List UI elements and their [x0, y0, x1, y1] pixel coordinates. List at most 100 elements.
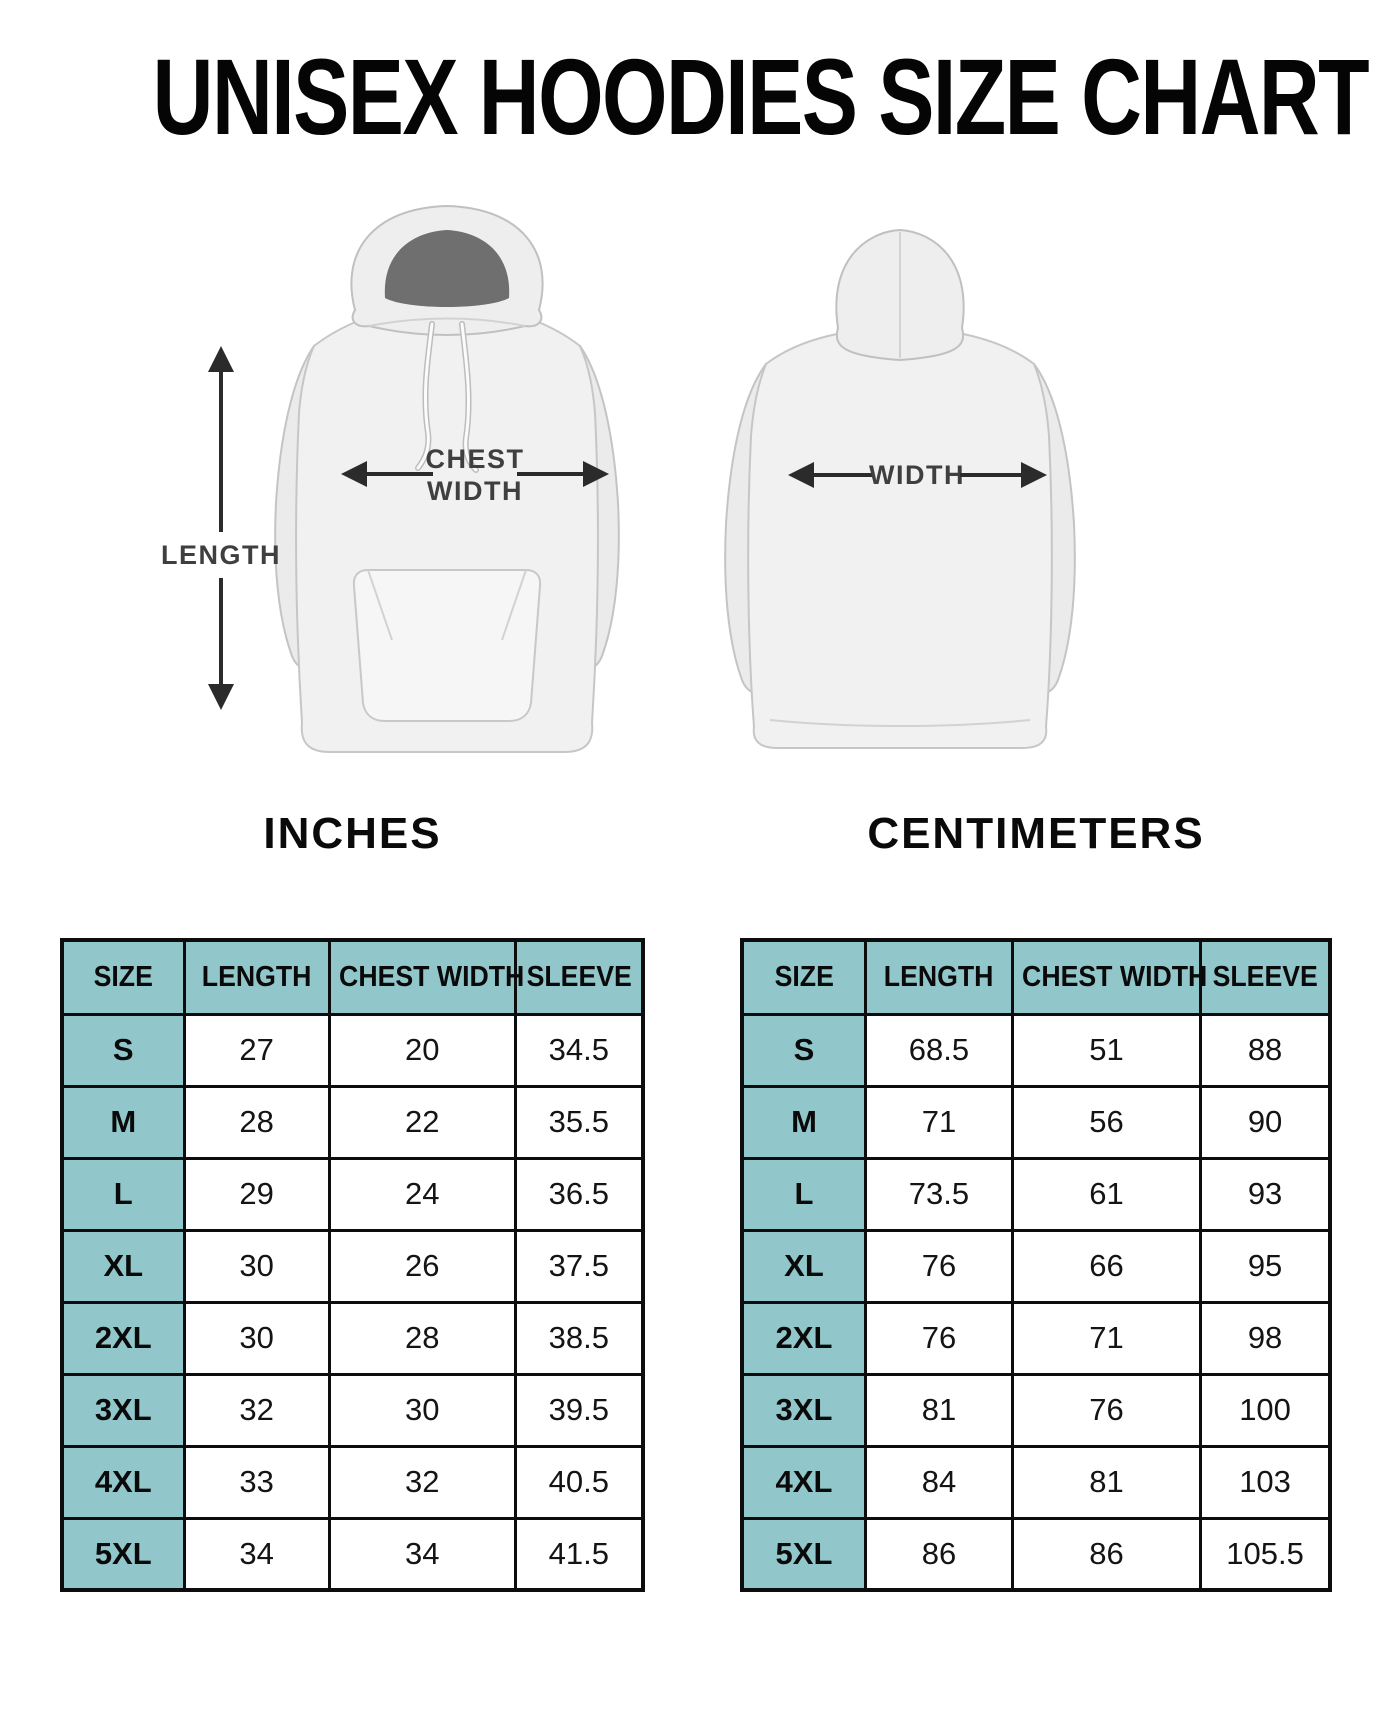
value-cell: 56 [1010, 1084, 1203, 1160]
table-row: L 73.5 61 93 [740, 1156, 1332, 1232]
table-row: M 28 22 35.5 [60, 1084, 645, 1160]
header-row: SIZE LENGTH CHEST WIDTH SLEEVE [740, 938, 1332, 1016]
width-arrowhead-right [1021, 462, 1047, 488]
centimeters-table-section: CENTIMETERS SIZE LENGTH CHEST WIDTH SLEEVE S… [740, 808, 1332, 1592]
value-cell: 103 [1199, 1444, 1332, 1520]
value-cell: 36.5 [513, 1156, 645, 1232]
value-cell: 40.5 [513, 1444, 645, 1520]
column-header: SLEEVE [1199, 938, 1332, 1016]
left-drawstring-highlight [416, 322, 434, 470]
front-hood-rim [368, 317, 526, 327]
size-cell: L [740, 1156, 867, 1232]
chest-width-arrow: CHEST WIDTH [341, 444, 609, 506]
column-header-label: SLEEVE [1212, 960, 1318, 993]
back-width-label: WIDTH [869, 460, 965, 490]
value-cell: 51 [1010, 1012, 1203, 1088]
value-cell: 27 [182, 1012, 331, 1088]
hoodie-back-illustration [724, 228, 1076, 749]
inches-table-section: INCHES SIZE LENGTH CHEST WIDTH SLEEVE S 27 20 3… [60, 808, 645, 1592]
table-row: S 68.5 51 88 [740, 1012, 1332, 1088]
value-cell: 95 [1199, 1228, 1332, 1304]
value-cell: 76 [863, 1228, 1014, 1304]
value-cell: 81 [863, 1372, 1014, 1448]
table-row: S 27 20 34.5 [60, 1012, 645, 1088]
page-title: UNISEX HOODIES SIZE CHART [152, 36, 1370, 157]
table-row: 3XL 32 30 39.5 [60, 1372, 645, 1448]
size-cell: XL [740, 1228, 867, 1304]
size-cell: 2XL [60, 1300, 186, 1376]
value-cell: 30 [327, 1372, 517, 1448]
value-cell: 32 [327, 1444, 517, 1520]
size-cell: L [60, 1156, 186, 1232]
size-cell: S [740, 1012, 867, 1088]
column-header: LENGTH [182, 938, 331, 1016]
table-row: XL 76 66 95 [740, 1228, 1332, 1304]
column-header: CHEST WIDTH [1010, 938, 1207, 1016]
pocket-left-opening [367, 569, 393, 641]
width-arrowhead-left [788, 462, 814, 488]
right-drawstring-highlight [460, 322, 478, 472]
inches-size-table: SIZE LENGTH CHEST WIDTH SLEEVE S 27 20 34.5 M 28 2… [60, 938, 645, 1592]
value-cell: 98 [1199, 1300, 1332, 1376]
centimeters-size-table: SIZE LENGTH CHEST WIDTH SLEEVE S 68.5 51 88 M 71 5… [740, 938, 1332, 1592]
column-header-label: CHEST WIDTH [1022, 960, 1208, 993]
column-header-label: SLEEVE [526, 960, 632, 993]
column-header: LENGTH [863, 938, 1014, 1016]
column-header-label: CHEST WIDTH [338, 960, 525, 993]
header-row: SIZE LENGTH CHEST WIDTH SLEEVE [60, 938, 645, 1016]
front-kangaroo-pocket [352, 569, 542, 722]
column-header-label: SIZE [93, 960, 153, 993]
inches-table-title: INCHES [263, 809, 442, 858]
value-cell: 39.5 [513, 1372, 645, 1448]
size-cell: 3XL [60, 1372, 186, 1448]
value-cell: 86 [863, 1516, 1014, 1592]
size-cell: M [60, 1084, 186, 1160]
value-cell: 71 [863, 1084, 1014, 1160]
table-row: L 29 24 36.5 [60, 1156, 645, 1232]
length-arrowhead-down [208, 684, 234, 710]
value-cell: 84 [863, 1444, 1014, 1520]
value-cell: 34 [182, 1516, 331, 1592]
value-cell: 61 [1010, 1156, 1203, 1232]
size-cell: 5XL [740, 1516, 867, 1592]
value-cell: 30 [182, 1228, 331, 1304]
value-cell: 24 [327, 1156, 517, 1232]
value-cell: 71 [1010, 1300, 1203, 1376]
table-row: XL 30 26 37.5 [60, 1228, 645, 1304]
length-arrowhead-up [208, 346, 234, 372]
chest-width-label-line2: WIDTH [427, 476, 523, 506]
front-hood-interior [384, 230, 510, 307]
table-row: M 71 56 90 [740, 1084, 1332, 1160]
back-width-arrow: WIDTH [788, 460, 1047, 490]
size-cell: 3XL [740, 1372, 867, 1448]
pocket-right-opening [501, 569, 527, 641]
length-arrow: LENGTH [161, 346, 281, 710]
chest-arrowhead-left [341, 461, 367, 487]
size-cell: XL [60, 1228, 186, 1304]
table-row: 2XL 76 71 98 [740, 1300, 1332, 1376]
column-header: SIZE [60, 938, 186, 1016]
value-cell: 34 [327, 1516, 517, 1592]
value-cell: 29 [182, 1156, 331, 1232]
column-header: SIZE [740, 938, 867, 1016]
chest-width-label-line1: CHEST [425, 444, 524, 474]
value-cell: 73.5 [863, 1156, 1014, 1232]
column-header: CHEST WIDTH [327, 938, 524, 1016]
chest-arrowhead-right [583, 461, 609, 487]
value-cell: 28 [327, 1300, 517, 1376]
value-cell: 41.5 [513, 1516, 645, 1592]
value-cell: 105.5 [1199, 1516, 1332, 1592]
table-row: 2XL 30 28 38.5 [60, 1300, 645, 1376]
hoodie-front-illustration [274, 204, 620, 753]
value-cell: 66 [1010, 1228, 1203, 1304]
table-row: 5XL 86 86 105.5 [740, 1516, 1332, 1592]
value-cell: 37.5 [513, 1228, 645, 1304]
value-cell: 76 [863, 1300, 1014, 1376]
back-body [747, 326, 1053, 749]
value-cell: 33 [182, 1444, 331, 1520]
value-cell: 93 [1199, 1156, 1332, 1232]
hoodie-measurement-diagram: LENGTH CHEST WIDTH WIDTH [161, 204, 1076, 753]
length-label: LENGTH [161, 540, 281, 570]
column-header: SLEEVE [513, 938, 645, 1016]
column-header-label: LENGTH [884, 960, 994, 993]
